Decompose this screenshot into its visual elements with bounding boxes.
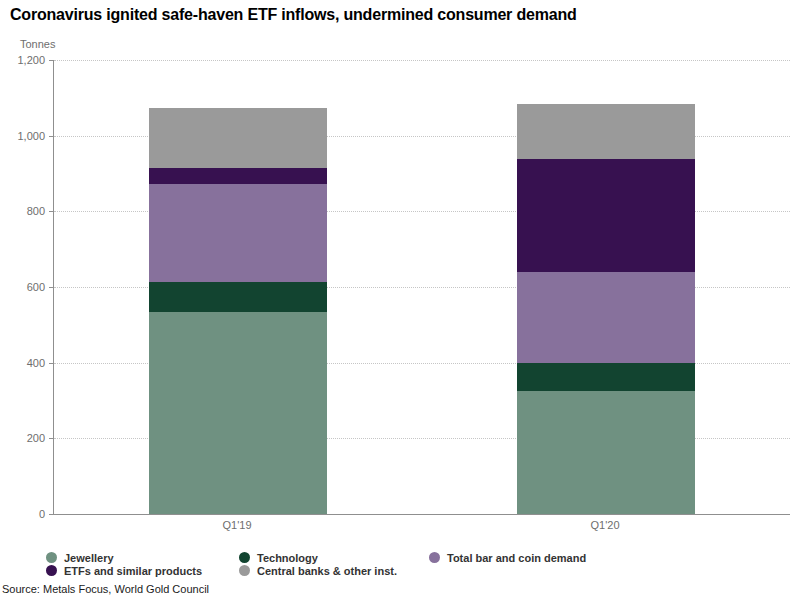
legend-marker-circle [46,552,57,563]
legend-marker-circle [239,565,250,576]
chart-title: Coronavirus ignited safe-haven ETF inflo… [10,6,577,24]
chart-canvas: Coronavirus ignited safe-haven ETF inflo… [0,0,800,600]
y-tick-mark-200 [49,438,54,439]
y-axis-unit-label: Tonnes [20,38,55,50]
bar-segment-etfs-and-similar-products [517,159,695,272]
x-tick-label: Q1'20 [555,519,655,531]
bar-segment-total-bar-and-coin-demand [149,184,327,282]
y-tick-mark-1200 [49,60,54,61]
x-tick-label: Q1'19 [187,519,287,531]
bar-segment-central-banks-other-inst- [517,104,695,159]
y-tick-label: 600 [27,281,45,293]
legend-item-etfs-and-similar-products: ETFs and similar products [46,565,239,577]
y-tick-label: 200 [27,432,45,444]
bar-Q1'19 [149,108,327,514]
legend-marker-circle [429,552,440,563]
bar-segment-etfs-and-similar-products [149,168,327,184]
legend: Jewellery Technology Total bar and coin de… [0,551,800,577]
source-note: Source: Metals Focus, World Gold Council [2,583,209,595]
bar-segment-central-banks-other-inst- [149,108,327,167]
y-tick-label: 800 [27,205,45,217]
bar-Q1'20 [517,104,695,514]
legend-marker-circle [46,565,57,576]
y-tick-label: 400 [27,357,45,369]
x-axis-labels: Q1'19 Q1'20 [53,519,789,533]
bar-segment-technology [149,282,327,313]
legend-label: Central banks & other inst. [257,565,397,577]
y-tick-mark-0 [49,514,54,515]
legend-label: Total bar and coin demand [447,552,586,564]
y-tick-mark-600 [49,287,54,288]
y-tick-mark-400 [49,363,54,364]
y-tick-mark-1000 [49,136,54,137]
legend-marker-circle [239,552,250,563]
y-tick-label: 1,000 [17,130,45,142]
bar-segment-jewellery [517,391,695,514]
legend-item-technology: Technology [239,552,429,564]
legend-row-2: ETFs and similar products Central banks &… [0,564,800,577]
y-axis-labels: 02004006008001,0001,200 [0,60,45,514]
plot-area [53,60,790,515]
legend-label: Jewellery [64,552,114,564]
y-tick-label: 0 [39,508,45,520]
bar-segment-total-bar-and-coin-demand [517,272,695,364]
bar-segment-jewellery [149,312,327,514]
legend-item-total-bar-and-coin-demand: Total bar and coin demand [429,552,800,564]
gridline-1200 [54,60,790,61]
legend-item-jewellery: Jewellery [46,552,239,564]
bar-segment-technology [517,363,695,391]
legend-label: Technology [257,552,318,564]
legend-label: ETFs and similar products [64,565,202,577]
legend-row-1: Jewellery Technology Total bar and coin de… [0,551,800,564]
legend-item-central-banks-other-inst-: Central banks & other inst. [239,565,429,577]
y-tick-label: 1,200 [17,54,45,66]
y-tick-mark-800 [49,211,54,212]
